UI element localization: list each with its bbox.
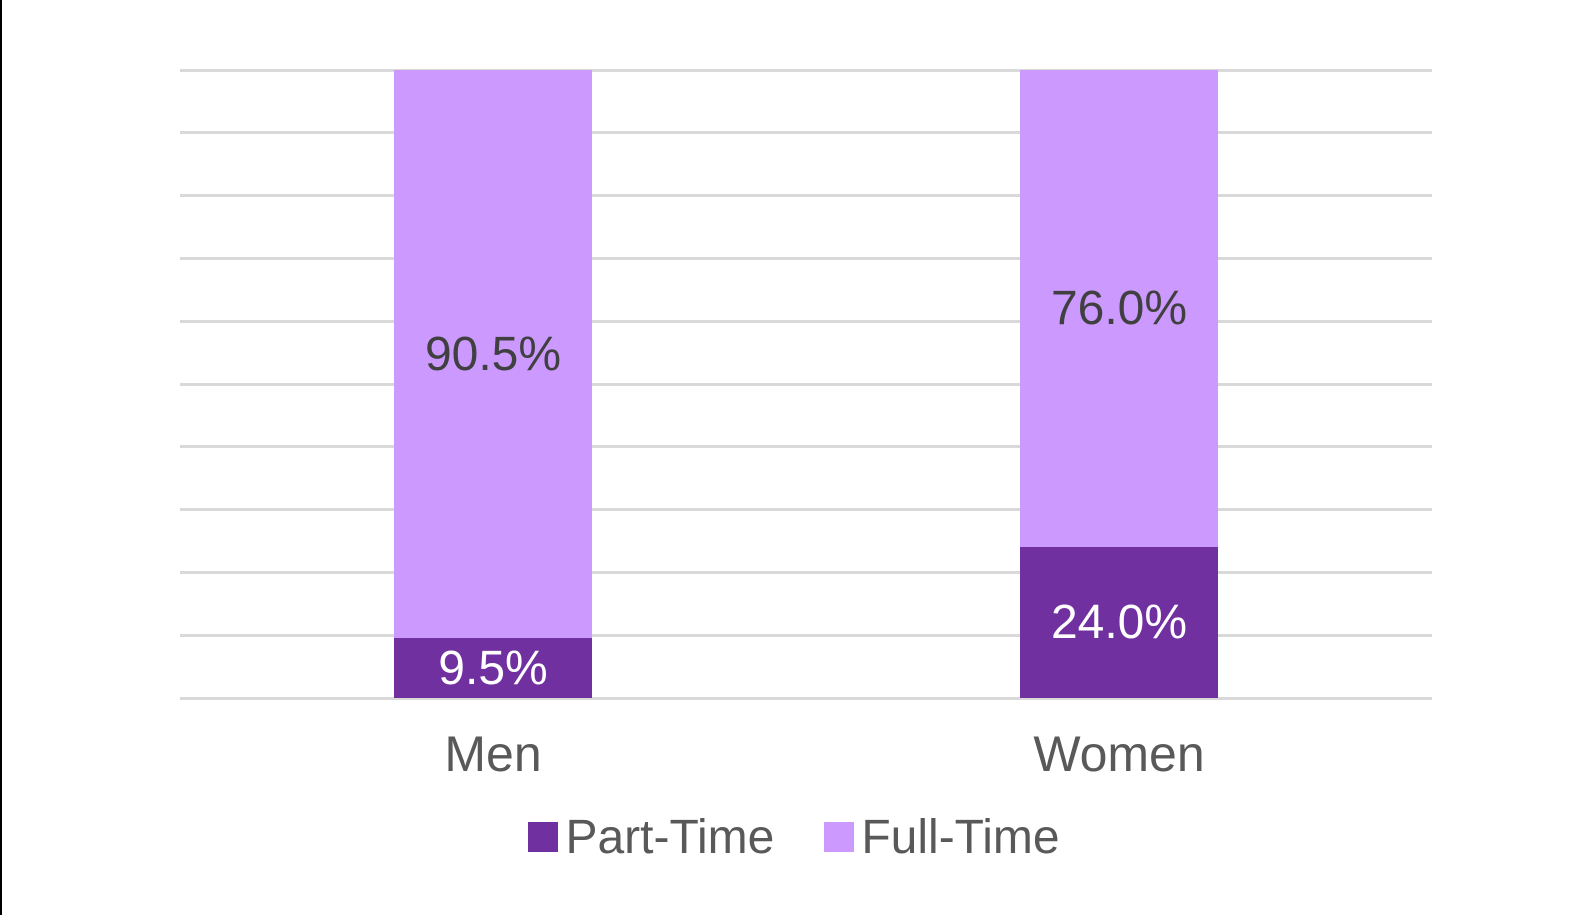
gridline-100 <box>180 68 1432 72</box>
legend-label-full-time: Full-Time <box>861 810 1060 864</box>
legend-swatch-part-time <box>528 822 559 852</box>
gridline-20 <box>180 570 1432 574</box>
gridline-60 <box>180 319 1432 323</box>
data-label-women-full-time: 76.0% <box>1050 282 1188 336</box>
legend-label-part-time: Part-Time <box>565 810 775 864</box>
x-axis-labels: Men Women <box>180 722 1432 786</box>
bar-women: 24.0% 76.0% <box>1020 70 1218 698</box>
gridline-90 <box>180 131 1432 135</box>
data-label-men-full-time: 90.5% <box>424 327 562 381</box>
data-label-men-part-time: 9.5% <box>438 641 548 695</box>
x-axis-label-men: Men <box>444 726 542 782</box>
legend: Part-Time Full-Time <box>0 806 1588 868</box>
gridline-0 <box>180 696 1432 700</box>
left-edge-line <box>0 0 2 915</box>
gridline-30 <box>180 508 1432 512</box>
legend-item-part-time: Part-Time <box>528 810 774 865</box>
legend-item-full-time: Full-Time <box>824 810 1060 865</box>
x-axis-label-women: Women <box>1033 726 1205 782</box>
segment-women-part-time: 24.0% <box>1020 547 1218 698</box>
gridline-80 <box>180 194 1432 198</box>
gridline-50 <box>180 382 1432 386</box>
segment-men-full-time: 90.5% <box>394 70 592 639</box>
data-label-women-part-time: 24.0% <box>1050 596 1188 650</box>
legend-swatch-full-time <box>824 822 855 852</box>
plot-area: 9.5% 90.5% 24.0% 76.0% <box>180 68 1432 700</box>
bar-men: 9.5% 90.5% <box>394 70 592 698</box>
gridline-70 <box>180 256 1432 260</box>
gridline-10 <box>180 633 1432 637</box>
gridline-40 <box>180 445 1432 449</box>
segment-men-part-time: 9.5% <box>394 638 592 698</box>
segment-women-full-time: 76.0% <box>1020 70 1218 548</box>
